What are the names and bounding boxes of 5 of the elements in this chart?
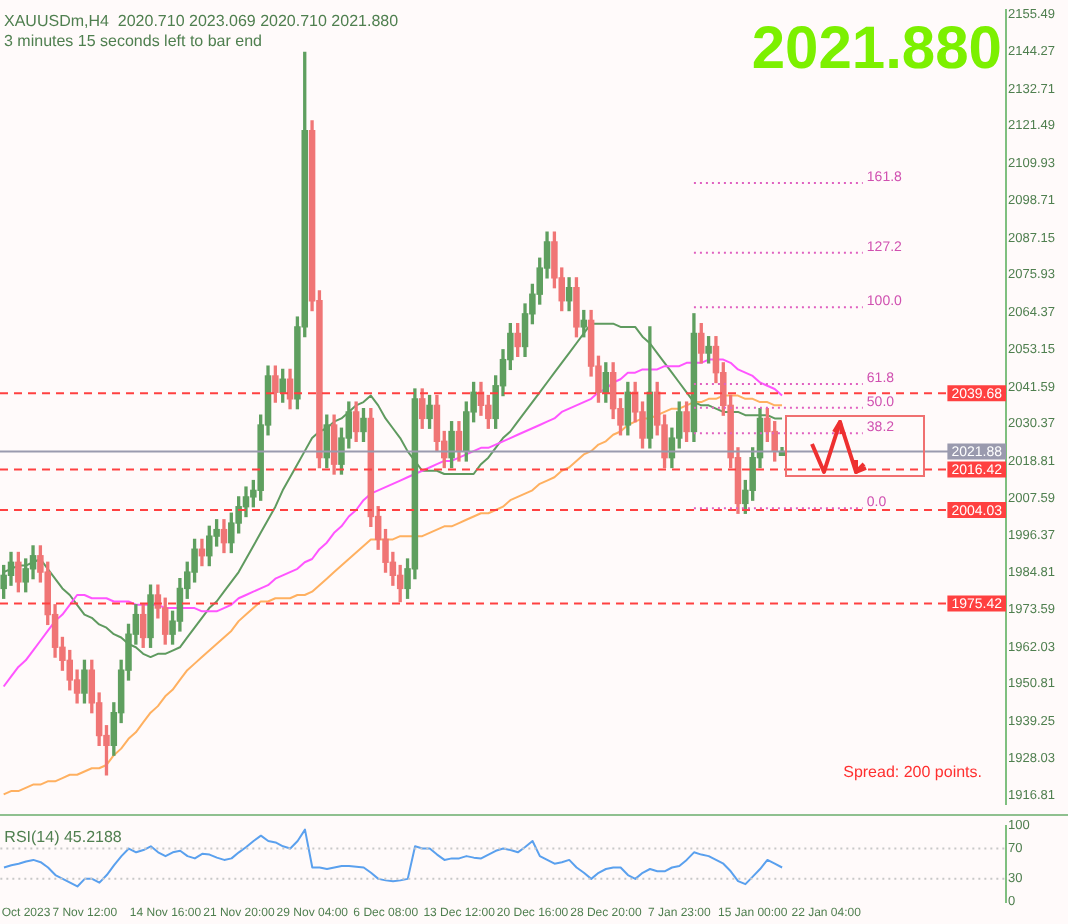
annotation: 2021.880 [751, 16, 1002, 83]
chart-title: RSI(14) 45.2188 [4, 828, 123, 847]
text: 3 minutes 15 seconds left to bar end [4, 32, 262, 51]
annotation: Spread: 200 points. [843, 762, 982, 781]
chart-title: XAUUSDm,H4 2020.710 2023.069 2020.710 2021.880 [4, 12, 400, 31]
